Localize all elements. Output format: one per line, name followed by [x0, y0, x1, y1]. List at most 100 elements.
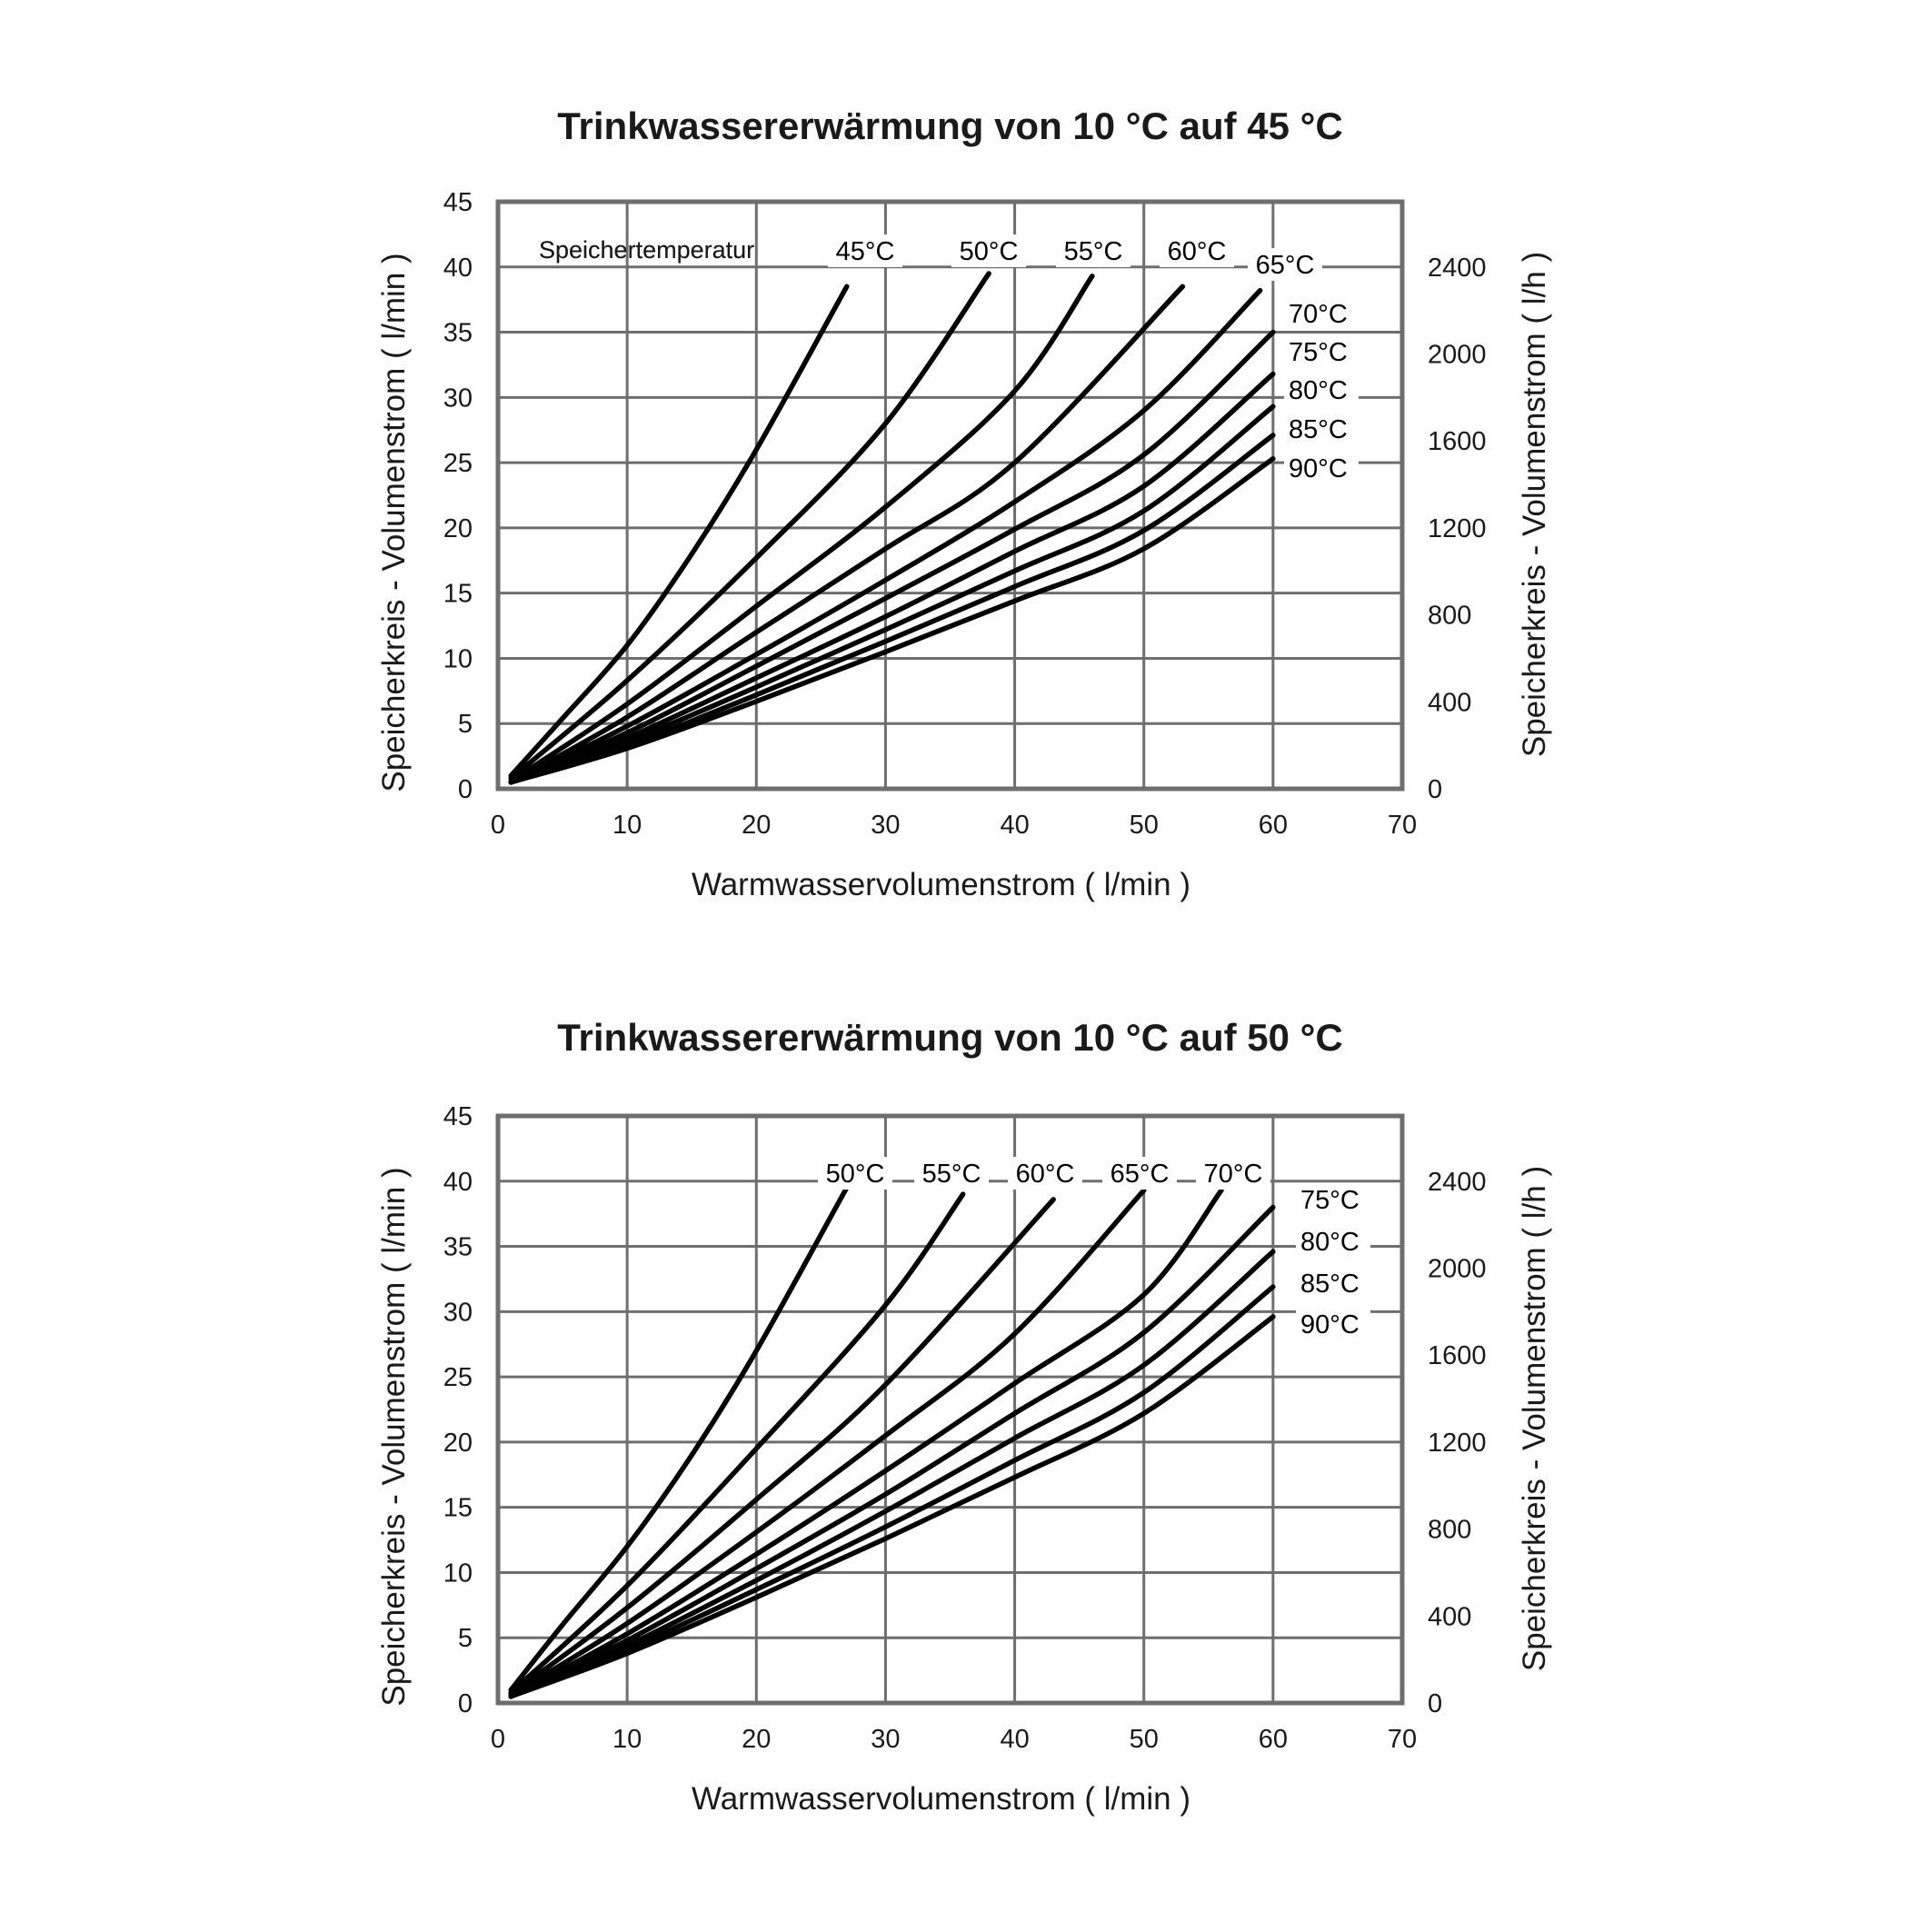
- series-label-bg: [818, 1157, 892, 1190]
- annotation-label: Speichertemperatur: [539, 236, 754, 264]
- x-tick-label: 70: [1388, 1725, 1417, 1754]
- series-label-bg: [1296, 1225, 1370, 1258]
- series-label: 75°C: [1289, 338, 1348, 367]
- series-label-bg: [1056, 234, 1130, 267]
- series-label-bg: [1284, 335, 1359, 368]
- x-tick-label: 0: [491, 811, 505, 840]
- series-label-bg: [1102, 1157, 1177, 1190]
- y-tick-label: 30: [443, 383, 473, 413]
- y-tick-label: 25: [443, 449, 473, 478]
- x-tick-label: 30: [871, 811, 900, 840]
- series-line: [508, 433, 1276, 785]
- y-right-tick-label: 2400: [1428, 254, 1487, 283]
- x-tick-label: 20: [742, 811, 771, 840]
- series-label: 80°C: [1289, 376, 1348, 405]
- y-tick-label: 40: [443, 254, 473, 283]
- series-label-bg: [1296, 1308, 1370, 1340]
- y-tick-label: 20: [443, 514, 473, 543]
- series-line: [508, 287, 1263, 785]
- x-tick-label: 40: [1000, 811, 1029, 840]
- series-label-bg: [914, 1157, 989, 1190]
- y-tick-label: 35: [443, 1233, 473, 1262]
- chart-title: Trinkwassererwärmung von 10 °C auf 45 °C: [557, 105, 1343, 147]
- series-label: 50°C: [960, 237, 1019, 266]
- series-label: 75°C: [1300, 1186, 1359, 1215]
- y-right-axis-label: Speicherkreis - Volumenstrom ( l/h ): [1517, 252, 1552, 757]
- x-tick-label: 0: [491, 1725, 505, 1754]
- series-label-bg: [1296, 1183, 1370, 1216]
- y-right-tick-label: 2000: [1428, 1254, 1487, 1283]
- series-label-bg: [1160, 234, 1234, 267]
- y-tick-label: 5: [458, 1624, 473, 1653]
- y-right-tick-label: 1200: [1428, 1429, 1487, 1458]
- x-tick-label: 60: [1259, 811, 1288, 840]
- y-right-tick-label: 800: [1428, 602, 1471, 631]
- y-tick-label: 5: [458, 710, 473, 739]
- y-tick-label: 45: [443, 1102, 473, 1131]
- y-right-tick-label: 1600: [1428, 1341, 1487, 1370]
- plot-frame: [495, 199, 1405, 792]
- series-label: 55°C: [1064, 237, 1123, 266]
- x-tick-label: 20: [742, 1725, 771, 1754]
- y-right-tick-label: 800: [1428, 1516, 1471, 1545]
- series-line: [508, 274, 1095, 784]
- series-line: [508, 1249, 1276, 1699]
- series-line: [508, 284, 850, 779]
- y-tick-label: 10: [443, 1559, 473, 1588]
- series-label-bg: [1284, 373, 1359, 406]
- y-right-tick-label: 1600: [1428, 427, 1487, 456]
- series-label: 70°C: [1204, 1160, 1263, 1189]
- series-line: [508, 1188, 1147, 1698]
- series-line: [508, 1204, 1276, 1699]
- series-line: [508, 1284, 1276, 1699]
- y-tick-label: 25: [443, 1363, 473, 1392]
- series-line: [508, 1188, 1224, 1699]
- series-label: 70°C: [1289, 300, 1348, 329]
- y-tick-label: 10: [443, 644, 473, 673]
- y-axis-label: Speicherkreis - Volumenstrom ( l/min ): [376, 1167, 412, 1706]
- series-label: 90°C: [1289, 454, 1348, 483]
- series-label: 65°C: [1110, 1160, 1170, 1189]
- y-right-tick-label: 0: [1428, 1689, 1442, 1718]
- series-label: 45°C: [836, 237, 895, 266]
- series-label-bg: [1284, 413, 1359, 445]
- series-label: 50°C: [826, 1160, 885, 1189]
- y-right-tick-label: 0: [1428, 775, 1442, 804]
- y-tick-label: 45: [443, 188, 473, 217]
- y-right-tick-label: 2000: [1428, 340, 1487, 369]
- series-line: [508, 456, 1276, 785]
- y-tick-label: 40: [443, 1168, 473, 1197]
- series-label: 80°C: [1300, 1228, 1359, 1257]
- x-tick-label: 30: [871, 1725, 900, 1754]
- series-label: 60°C: [1016, 1160, 1075, 1189]
- series-line: [508, 1197, 1056, 1697]
- y-tick-label: 0: [458, 1689, 473, 1718]
- series-label-bg: [1248, 248, 1322, 281]
- series-label-bg: [828, 234, 902, 267]
- series-line: [508, 1191, 966, 1696]
- series-label-bg: [951, 234, 1026, 267]
- y-tick-label: 15: [443, 580, 473, 609]
- series-line: [508, 1185, 850, 1693]
- y-tick-label: 20: [443, 1429, 473, 1458]
- series-label: 90°C: [1300, 1310, 1359, 1339]
- series-label-bg: [1196, 1157, 1270, 1190]
- x-tick-label: 10: [612, 811, 642, 840]
- series-line: [508, 271, 991, 782]
- y-tick-label: 0: [458, 775, 473, 804]
- series-label: 60°C: [1168, 237, 1227, 266]
- series-label: 85°C: [1289, 415, 1348, 444]
- y-right-tick-label: 2400: [1428, 1168, 1487, 1197]
- y-right-tick-label: 400: [1428, 688, 1471, 717]
- x-tick-label: 70: [1388, 811, 1417, 840]
- series-label-bg: [1284, 297, 1359, 330]
- y-tick-label: 35: [443, 319, 473, 348]
- chart-2: Trinkwassererwärmung von 10 °C auf 50 °C…: [376, 236, 1552, 1817]
- x-axis-label: Warmwasservolumenstrom ( l/min ): [692, 1781, 1190, 1817]
- series-label-bg: [1296, 1267, 1370, 1300]
- series-label: 55°C: [922, 1160, 981, 1189]
- series-label-bg: [1008, 1157, 1082, 1190]
- y-right-tick-label: 400: [1428, 1602, 1471, 1631]
- y-right-tick-label: 1200: [1428, 514, 1487, 543]
